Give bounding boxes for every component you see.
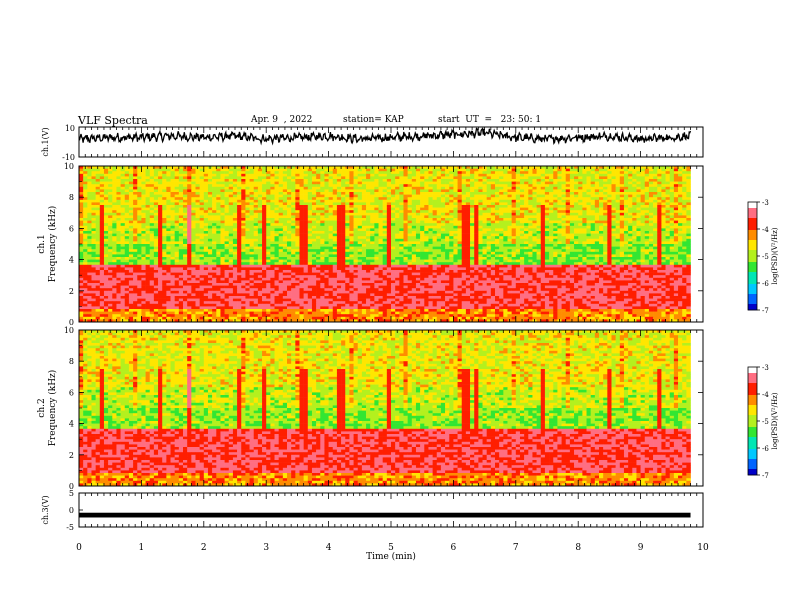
y-tick-label: 10 bbox=[64, 326, 74, 335]
x-tick-label: 7 bbox=[513, 543, 519, 553]
ch1-ylabel: ch.1(V) bbox=[41, 127, 50, 156]
x-tick-label: 5 bbox=[388, 543, 394, 553]
x-tick-label: 4 bbox=[326, 543, 332, 553]
y-tick-label: 4 bbox=[69, 256, 74, 265]
axis-label: Frequency (kHz) bbox=[47, 370, 58, 447]
y-tick-label: -10 bbox=[62, 153, 75, 162]
y-tick-label: 6 bbox=[69, 224, 74, 233]
date-label: Apr. 9 , 2022 bbox=[251, 115, 313, 125]
axis-label: log(PSD)(V²/Hz) bbox=[771, 392, 779, 449]
axis-label: Frequency (kHz) bbox=[47, 206, 58, 283]
y-tick-label: -5 bbox=[66, 523, 74, 532]
y-tick-label: 6 bbox=[69, 388, 74, 397]
colorbar-tick-label: -6 bbox=[762, 445, 769, 453]
colorbar-tick-label: -3 bbox=[762, 199, 769, 207]
ch2-spectrogram-ylabel: ch.2 Frequency (kHz) bbox=[37, 370, 58, 447]
x-tick-label: 0 bbox=[76, 543, 82, 553]
colorbar-label: log(PSD)(V²/Hz) bbox=[771, 392, 779, 449]
axis-label: log(PSD)(V²/Hz) bbox=[771, 227, 779, 284]
y-tick-label: 0 bbox=[69, 318, 74, 327]
y-tick-label: 4 bbox=[69, 420, 74, 429]
colorbar-label: log(PSD)(V²/Hz) bbox=[771, 227, 779, 284]
colorbar-tick-label: -3 bbox=[762, 364, 769, 372]
colorbar-tick-label: -6 bbox=[762, 280, 769, 288]
y-tick-label: 8 bbox=[69, 193, 74, 202]
axis-label: ch.1 bbox=[37, 234, 47, 253]
colorbar-tick-label: -5 bbox=[762, 253, 769, 261]
station-label: station= KAP bbox=[343, 115, 404, 125]
y-tick-label: 0 bbox=[69, 506, 74, 515]
ch1-spectrogram-ylabel: ch.1 Frequency (kHz) bbox=[37, 206, 58, 283]
chart-title: VLF Spectra bbox=[78, 114, 148, 127]
x-tick-label: 1 bbox=[139, 543, 145, 553]
x-axis-label: Time (min) bbox=[366, 551, 416, 562]
colorbar-tick-label: -5 bbox=[762, 418, 769, 426]
x-tick-label: 8 bbox=[575, 543, 581, 553]
ch1-spectrogram-colorbar bbox=[748, 202, 757, 311]
axis-label: ch.2 bbox=[37, 398, 47, 417]
start-ut-label: start UT = 23: 50: 1 bbox=[438, 115, 542, 125]
y-tick-label: 2 bbox=[69, 287, 74, 296]
y-tick-label: 10 bbox=[65, 124, 75, 133]
y-tick-label: 0 bbox=[69, 482, 74, 491]
y-tick-label: 5 bbox=[69, 489, 74, 498]
colorbar-tick-label: -4 bbox=[762, 391, 769, 399]
ch3-ylabel: ch.3(V) bbox=[41, 495, 50, 524]
axis-label: ch.3(V) bbox=[41, 495, 50, 524]
colorbar-tick-label: -7 bbox=[762, 472, 769, 480]
ch1-spectrogram-cells bbox=[79, 166, 691, 323]
axis-label: ch.1(V) bbox=[41, 127, 50, 156]
x-tick-label: 6 bbox=[451, 543, 457, 553]
colorbar-tick-label: -7 bbox=[762, 307, 769, 315]
y-tick-label: 10 bbox=[64, 162, 74, 171]
colorbar-tick-label: -4 bbox=[762, 226, 769, 234]
ch2-spectrogram-cells bbox=[79, 330, 691, 487]
ch1-trace bbox=[78, 127, 692, 146]
x-tick-label: 9 bbox=[638, 543, 644, 553]
x-tick-label: 3 bbox=[263, 543, 269, 553]
ch2-spectrogram-colorbar bbox=[748, 367, 757, 476]
x-tick-label: 10 bbox=[697, 543, 709, 553]
x-tick-label: 2 bbox=[201, 543, 207, 553]
y-tick-label: 8 bbox=[69, 357, 74, 366]
y-tick-label: 2 bbox=[69, 451, 74, 460]
ch3-trace bbox=[79, 512, 691, 518]
